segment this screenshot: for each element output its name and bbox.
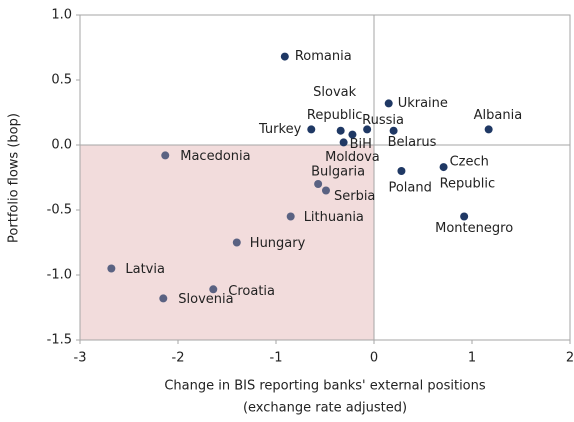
point [107,264,116,273]
x-tick-label: 2 [566,351,574,366]
point [159,294,168,303]
point-label: Turkey [258,122,302,137]
x-tick-label: 1 [468,351,476,366]
point [348,130,357,139]
point-label: Bulgaria [311,165,365,180]
point-label: Hungary [250,236,306,251]
y-tick-label: 1.0 [51,8,72,23]
point [460,212,469,221]
point [363,125,372,134]
point-label: Romania [295,49,352,64]
point-label: BiH [350,137,372,152]
point [397,167,406,175]
point [286,212,295,221]
point-label: Montenegro [435,221,513,236]
point [280,52,289,61]
x-tick-label: 0 [370,351,378,366]
point-label: Slovak [313,85,356,100]
point-label: Croatia [228,284,275,299]
point [389,126,398,135]
point [384,99,393,108]
point [439,163,448,172]
x-tick-label: -2 [172,351,185,366]
x-tick-label: -1 [270,351,283,366]
point [314,180,323,188]
y-axis-title: Portfolio flows (bop) [7,113,22,243]
x-axis-title: Change in BIS reporting banks' external … [164,379,486,394]
point-label: Serbia [334,189,375,204]
point-label: Ukraine [398,96,448,111]
plot-frame [79,14,571,341]
x-axis-title: (exchange rate adjusted) [243,401,407,416]
point-label: Belarus [388,135,437,150]
point-label: Poland [388,181,431,196]
point [209,285,218,294]
point-label: Slovenia [178,292,233,307]
point-label: Czech [450,155,489,170]
point [339,138,348,147]
point [321,186,330,195]
y-tick-label: 0.5 [51,73,72,88]
point [336,126,345,135]
point [307,125,316,134]
point-label: Russia [362,113,404,128]
x-tick-label: -3 [74,351,87,366]
shaded-region [80,145,374,340]
y-tick-label: 0.0 [51,138,72,153]
point [232,238,241,247]
point-label: Latvia [125,262,165,277]
point-label: Albania [474,108,523,123]
point [484,125,493,134]
point-label: Macedonia [180,149,250,164]
point-label: Republic [440,177,496,192]
point [161,151,170,160]
point-label: Moldova [325,150,380,165]
point-label: Lithuania [304,210,364,225]
y-tick-label: -1.5 [47,333,72,348]
point-label: Republic [307,108,363,123]
y-tick-label: -1.0 [47,268,72,283]
y-tick-label: -0.5 [47,203,72,218]
